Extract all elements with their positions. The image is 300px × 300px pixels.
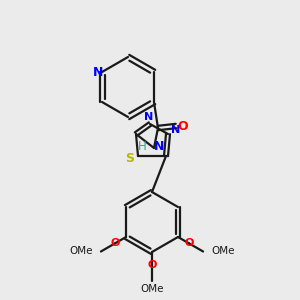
- Text: OMe: OMe: [140, 284, 164, 294]
- Text: O: O: [147, 260, 157, 270]
- Text: O: O: [178, 119, 188, 133]
- Text: OMe: OMe: [211, 247, 235, 256]
- Text: O: O: [110, 238, 119, 248]
- Text: N: N: [93, 65, 103, 79]
- Text: N: N: [171, 125, 181, 135]
- Text: O: O: [184, 238, 194, 248]
- Text: H: H: [138, 140, 146, 154]
- Text: N: N: [154, 140, 164, 152]
- Text: S: S: [125, 152, 134, 164]
- Text: N: N: [144, 112, 154, 122]
- Text: OMe: OMe: [69, 247, 93, 256]
